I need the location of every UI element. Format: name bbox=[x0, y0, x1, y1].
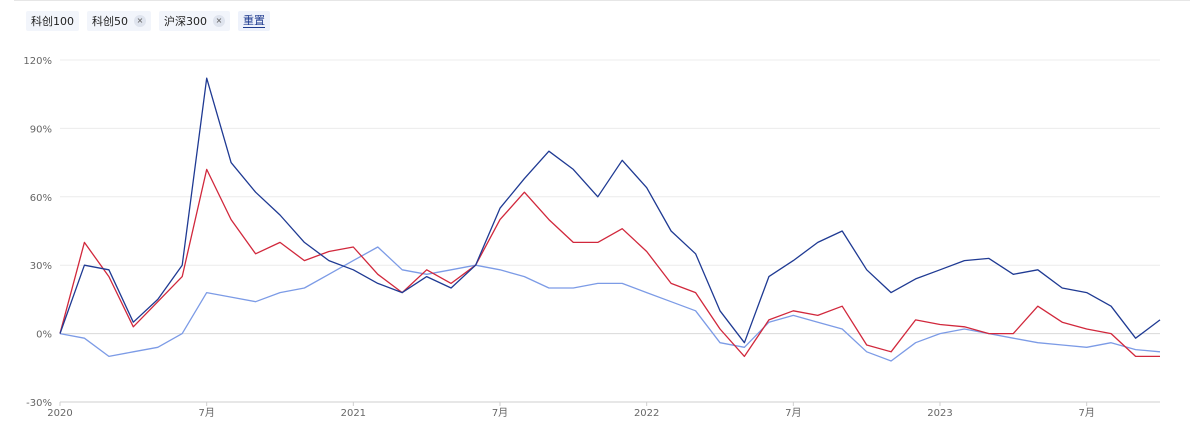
y-tick-label: 60% bbox=[30, 193, 52, 204]
reset-button[interactable]: 重置 bbox=[238, 11, 270, 31]
filter-chip-bar: 科创100 科创50 × 沪深300 × 重置 bbox=[26, 11, 278, 31]
x-tick-label: 7月 bbox=[785, 407, 801, 419]
x-tick-label: 2023 bbox=[927, 408, 952, 419]
filter-chip-csi300[interactable]: 沪深300 × bbox=[159, 11, 230, 31]
x-tick-label: 2021 bbox=[341, 408, 366, 419]
top-divider bbox=[14, 0, 1190, 1]
x-tick-label: 7月 bbox=[492, 407, 508, 419]
x-tick-label: 7月 bbox=[1078, 407, 1094, 419]
reset-label: 重置 bbox=[243, 13, 265, 28]
y-tick-label: 30% bbox=[30, 261, 52, 272]
filter-chip-sci50[interactable]: 科创50 × bbox=[87, 11, 151, 31]
filter-chip-label: 科创100 bbox=[31, 15, 74, 28]
y-tick-label: 120% bbox=[23, 56, 52, 67]
filter-chip-sci100[interactable]: 科创100 bbox=[26, 11, 79, 31]
x-tick-label: 7月 bbox=[198, 407, 214, 419]
series-line-2 bbox=[59, 246, 1161, 362]
series-line-0 bbox=[59, 77, 1161, 344]
close-icon[interactable]: × bbox=[134, 15, 146, 27]
performance-line-chart: -30% 0% 30% 60% 90% 120% 2020 7月 2021 7月 2022 7月 202… bbox=[23, 56, 1161, 419]
series-line-1 bbox=[59, 168, 1160, 358]
y-tick-label: -30% bbox=[26, 398, 52, 409]
y-tick-label: 0% bbox=[36, 330, 52, 341]
close-icon[interactable]: × bbox=[213, 15, 225, 27]
filter-chip-label: 科创50 bbox=[92, 15, 128, 28]
x-tick-label: 2022 bbox=[634, 408, 659, 419]
y-tick-label: 90% bbox=[30, 124, 52, 135]
x-tick-label: 2020 bbox=[47, 408, 72, 419]
filter-chip-label: 沪深300 bbox=[164, 15, 207, 28]
